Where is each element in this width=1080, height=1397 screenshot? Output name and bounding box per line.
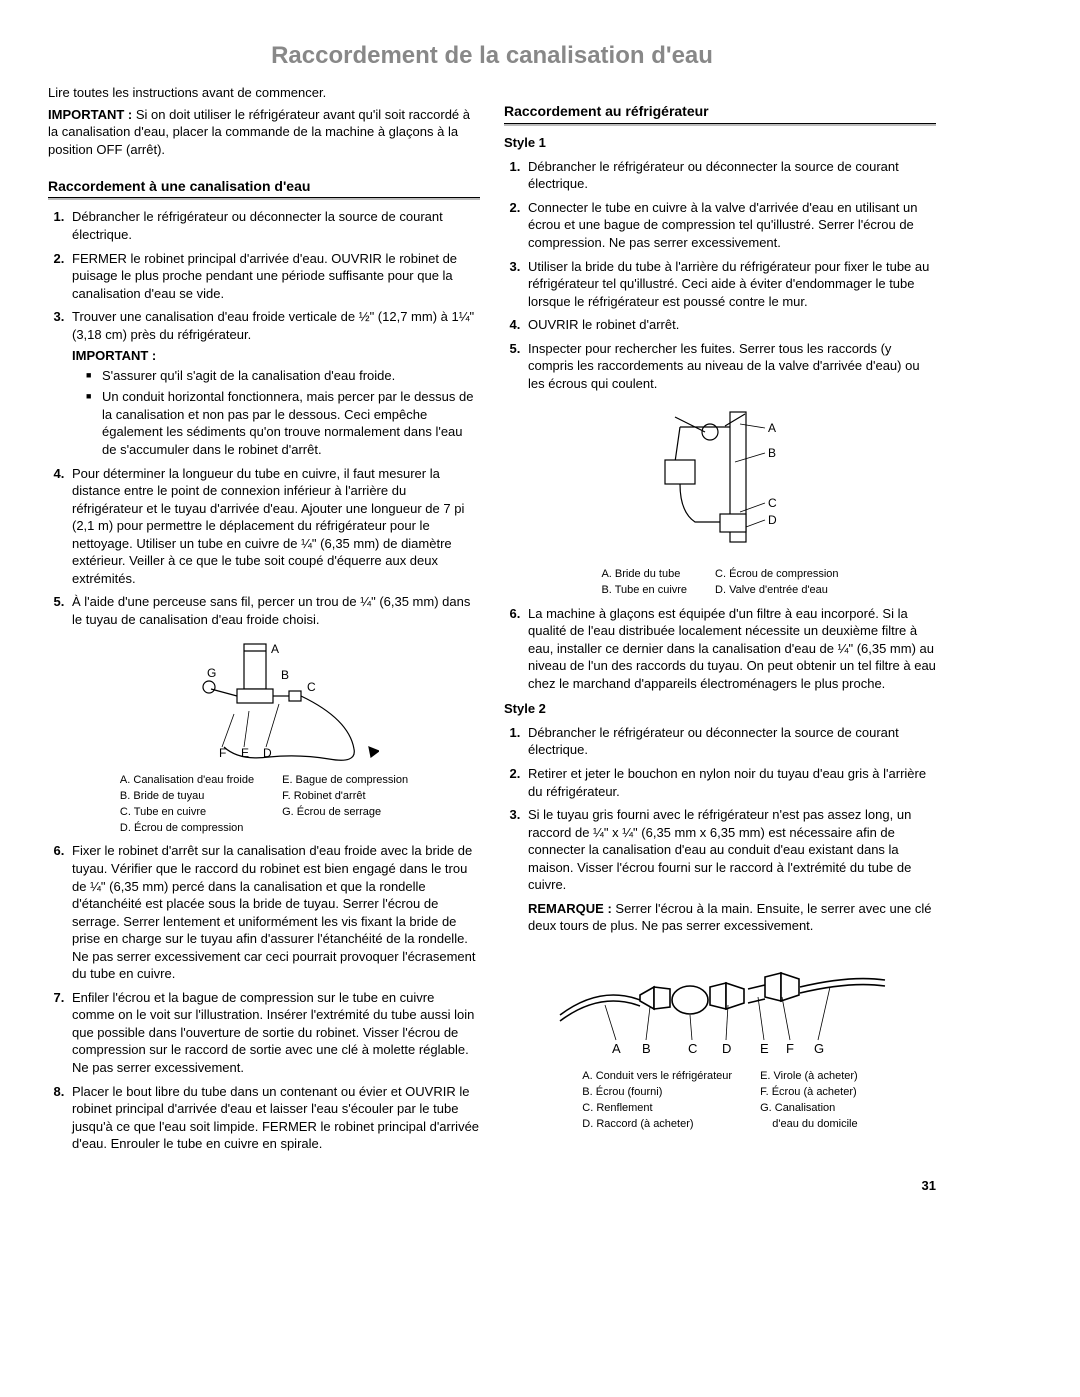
svg-text:D: D xyxy=(768,513,777,527)
svg-text:G: G xyxy=(207,666,216,680)
figure-1: A B C G F E D A. Canalisation d'eau froi… xyxy=(48,639,480,837)
leg2-a: A. Bride du tube xyxy=(601,567,687,582)
svg-text:C: C xyxy=(768,496,777,510)
s1-step-2: Connecter le tube en cuivre à la valve d… xyxy=(524,199,936,252)
intro-text: Lire toutes les instructions avant de co… xyxy=(48,84,480,102)
leg1-c: C. Tube en cuivre xyxy=(120,805,254,820)
svg-text:A: A xyxy=(271,642,279,656)
leg2-d: D. Valve d'entrée d'eau xyxy=(715,583,839,598)
figure-3: A B C D E F G xyxy=(504,945,936,1133)
step-3: Trouver une canalisation d'eau froide ve… xyxy=(68,308,480,458)
s2-step-1: Débrancher le réfrigérateur ou déconnect… xyxy=(524,724,936,759)
s1-step-6: La machine à glaçons est équipée d'un fi… xyxy=(524,605,936,693)
important-bullets: S'assurer qu'il s'agit de la canalisatio… xyxy=(72,367,480,459)
leg3-a: A. Conduit vers le réfrigérateur xyxy=(582,1069,732,1084)
svg-text:B: B xyxy=(768,446,776,460)
style2-steps: Débrancher le réfrigérateur ou déconnect… xyxy=(504,724,936,894)
leg2-c: C. Écrou de compression xyxy=(715,567,839,582)
leg3-f: F. Écrou (à acheter) xyxy=(760,1085,858,1100)
svg-text:F: F xyxy=(219,746,226,760)
left-steps-cont: Fixer le robinet d'arrêt sur la canalisa… xyxy=(48,842,480,1152)
leg1-b: B. Bride de tuyau xyxy=(120,789,254,804)
step-8: Placer le bout libre du tube dans un con… xyxy=(68,1083,480,1153)
svg-text:A: A xyxy=(768,421,776,435)
figure-2-legend: A. Bride du tube B. Tube en cuivre C. Éc… xyxy=(504,567,936,599)
leg2-b: B. Tube en cuivre xyxy=(601,583,687,598)
bullet-2: Un conduit horizontal fonctionnera, mais… xyxy=(86,388,480,458)
sub-important-label: IMPORTANT : xyxy=(72,347,480,365)
important-note: IMPORTANT : Si on doit utiliser le réfri… xyxy=(48,106,480,159)
leg3-b: B. Écrou (fourni) xyxy=(582,1085,732,1100)
style1-steps: Débrancher le réfrigérateur ou déconnect… xyxy=(504,158,936,393)
svg-text:B: B xyxy=(281,668,289,682)
step-6: Fixer le robinet d'arrêt sur la canalisa… xyxy=(68,842,480,982)
leg3-d: D. Raccord (à acheter) xyxy=(582,1117,732,1132)
s1-step-4: OUVRIR le robinet d'arrêt. xyxy=(524,316,936,334)
figure-2: A B C D A. Bride du tube B. Tube en cuiv… xyxy=(504,402,936,598)
leg1-f: F. Robinet d'arrêt xyxy=(282,789,408,804)
figure-3-legend: A. Conduit vers le réfrigérateur B. Écro… xyxy=(504,1069,936,1132)
svg-text:D: D xyxy=(263,746,272,760)
leg1-a: A. Canalisation d'eau froide xyxy=(120,773,254,788)
page-number: 31 xyxy=(48,1177,936,1195)
style-1-label: Style 1 xyxy=(504,134,936,152)
page-title: Raccordement de la canalisation d'eau xyxy=(48,40,936,72)
leg1-e: E. Bague de compression xyxy=(282,773,408,788)
svg-text:E: E xyxy=(241,746,249,760)
leg3-g2: d'eau du domicile xyxy=(760,1117,858,1132)
s1-step-5: Inspecter pour rechercher les fuites. Se… xyxy=(524,340,936,393)
right-column: Raccordement au réfrigérateur Style 1 Dé… xyxy=(504,84,936,1158)
left-section-header: Raccordement à une canalisation d'eau xyxy=(48,177,480,199)
svg-text:F: F xyxy=(786,1041,794,1056)
step-2: FERMER le robinet principal d'arrivée d'… xyxy=(68,250,480,303)
svg-text:C: C xyxy=(688,1041,697,1056)
svg-text:C: C xyxy=(307,680,316,694)
s2-step-2: Retirer et jeter le bouchon en nylon noi… xyxy=(524,765,936,800)
leg3-g: G. Canalisation xyxy=(760,1101,858,1116)
leg1-g: G. Écrou de serrage xyxy=(282,805,408,820)
style-2-label: Style 2 xyxy=(504,700,936,718)
svg-text:A: A xyxy=(612,1041,621,1056)
leg3-c: C. Renflement xyxy=(582,1101,732,1116)
style1-steps-cont: La machine à glaçons est équipée d'un fi… xyxy=(504,605,936,693)
s2-step-3: Si le tuyau gris fourni avec le réfrigér… xyxy=(524,806,936,894)
svg-text:D: D xyxy=(722,1041,731,1056)
important-label: IMPORTANT : xyxy=(48,107,132,122)
step-1: Débrancher le réfrigérateur ou déconnect… xyxy=(68,208,480,243)
remark: REMARQUE : Serrer l'écrou à la main. Ens… xyxy=(504,900,936,935)
s1-step-1: Débrancher le réfrigérateur ou déconnect… xyxy=(524,158,936,193)
leg3-e: E. Virole (à acheter) xyxy=(760,1069,858,1084)
leg1-d: D. Écrou de compression xyxy=(120,821,254,836)
svg-text:B: B xyxy=(642,1041,651,1056)
svg-text:E: E xyxy=(760,1041,769,1056)
step-3-text: Trouver une canalisation d'eau froide ve… xyxy=(72,309,474,342)
remark-label: REMARQUE : xyxy=(528,901,612,916)
svg-text:G: G xyxy=(814,1041,824,1056)
left-column: Lire toutes les instructions avant de co… xyxy=(48,84,480,1158)
bullet-1: S'assurer qu'il s'agit de la canalisatio… xyxy=(86,367,480,385)
left-steps: Débrancher le réfrigérateur ou déconnect… xyxy=(48,208,480,628)
step-7: Enfiler l'écrou et la bague de compressi… xyxy=(68,989,480,1077)
step-5: À l'aide d'une perceuse sans fil, percer… xyxy=(68,593,480,628)
right-section-header: Raccordement au réfrigérateur xyxy=(504,102,936,124)
figure-1-legend: A. Canalisation d'eau froide B. Bride de… xyxy=(48,773,480,836)
s1-step-3: Utiliser la bride du tube à l'arrière du… xyxy=(524,258,936,311)
step-4: Pour déterminer la longueur du tube en c… xyxy=(68,465,480,588)
